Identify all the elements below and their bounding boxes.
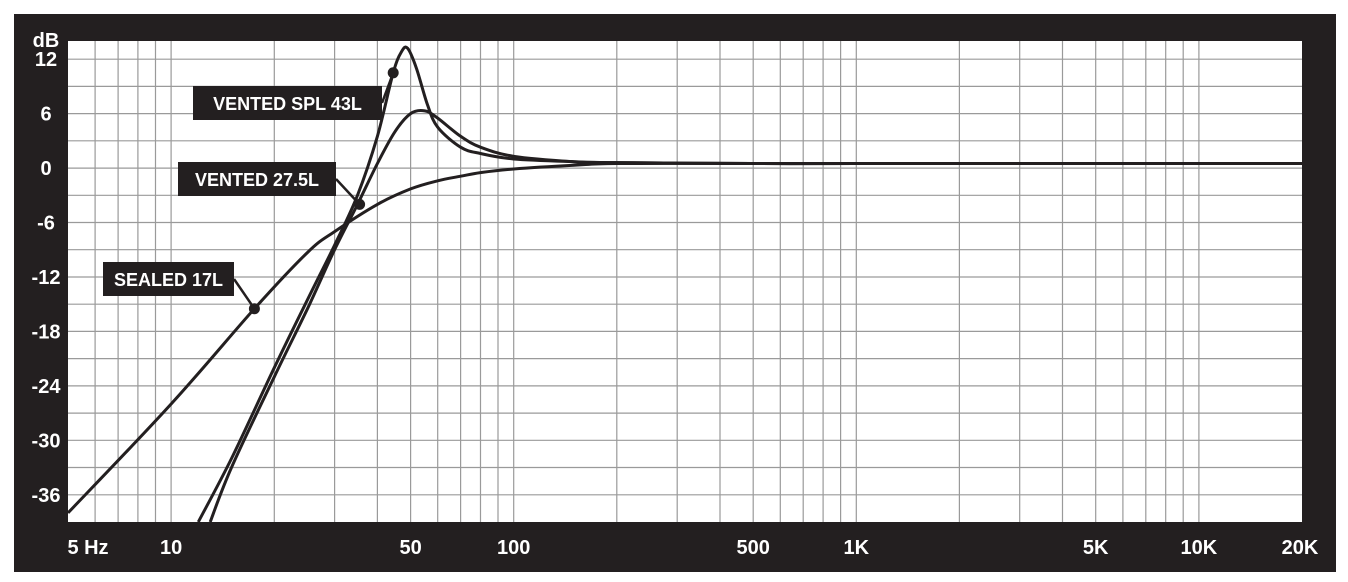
x-tick-label: 50 <box>399 537 421 559</box>
callout-label-2: SEALED 17L <box>114 270 223 290</box>
callout-label-1: VENTED 27.5L <box>195 170 319 190</box>
callout-box-2 <box>103 262 234 296</box>
x-tick-label: 100 <box>497 537 530 559</box>
y-tick-label: 12 <box>35 49 57 71</box>
y-tick-label: 6 <box>40 104 51 126</box>
curves <box>68 45 1302 522</box>
x-tick-label: 5K <box>1083 537 1109 559</box>
y-tick-label: -18 <box>32 321 61 343</box>
callouts: VENTED SPL 43L VENTED 27.5L SEALED 17L <box>103 72 395 310</box>
callout-leader-1 <box>335 178 361 206</box>
y-tick-label: 0 <box>40 158 51 180</box>
callout-box-1 <box>178 162 336 196</box>
grid <box>68 41 1302 522</box>
series-line-2 <box>68 161 1302 514</box>
x-tick-label: 5 Hz <box>67 537 108 559</box>
y-axis-unit-label: dB <box>33 30 60 52</box>
callout-label-0: VENTED SPL 43L <box>213 94 362 114</box>
x-tick-label: 1K <box>844 537 870 559</box>
x-tick-labels: 5 Hz 10 50 100 500 1K 5K 10K 20K <box>67 537 1318 559</box>
y-tick-label: -24 <box>32 376 62 398</box>
plot-area <box>68 41 1302 522</box>
y-tick-labels: 12 6 0 -6 -12 -18 -24 -30 -36 <box>32 49 62 507</box>
callout-box-0 <box>193 86 382 120</box>
x-tick-label: 20K <box>1282 537 1319 559</box>
x-tick-label: 10K <box>1181 537 1218 559</box>
y-tick-label: -30 <box>32 430 61 452</box>
callout-leader-0 <box>380 72 395 104</box>
x-tick-label: 500 <box>737 537 770 559</box>
y-tick-label: -6 <box>37 213 55 235</box>
y-tick-label: -12 <box>32 267 61 289</box>
x-tick-label: 10 <box>160 537 182 559</box>
y-tick-label: -36 <box>32 485 61 507</box>
callout-leader-2 <box>232 278 256 310</box>
